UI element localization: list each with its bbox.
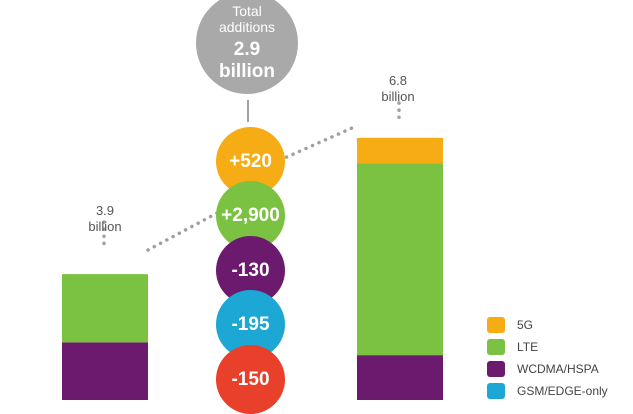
legend-item-lte: LTE — [487, 336, 608, 358]
total-additions-circle: Total additions 2.9 billion — [196, 0, 298, 94]
legend-item-gsm: GSM/EDGE-only — [487, 380, 608, 402]
bar-2-segment-lte — [357, 163, 443, 356]
legend: 5G LTE WCDMA/HSPA GSM/EDGE-only — [487, 314, 608, 402]
legend-swatch-wcdma — [487, 361, 505, 377]
change-label-wcdma: -130 — [231, 259, 270, 281]
bar-1-top-cap — [62, 274, 148, 283]
total-additions-line2: additions — [218, 19, 276, 35]
legend-label-5g: 5G — [517, 318, 534, 332]
legend-swatch-lte — [487, 339, 505, 355]
bars — [62, 137, 443, 400]
bar-2-top-cap — [357, 137, 443, 146]
bar-2-segment-wcdma-hspa — [357, 355, 443, 400]
total-additions-line1: Total — [232, 3, 262, 19]
change-circle-other: -150 — [216, 345, 285, 414]
legend-item-wcdma: WCDMA/HSPA — [487, 358, 608, 380]
connector-left — [146, 210, 221, 252]
total-additions-unit: billion — [219, 61, 275, 82]
connector-right — [278, 126, 354, 162]
change-label-5g: +520 — [229, 150, 272, 172]
change-label-other: -150 — [231, 368, 270, 390]
legend-item-5g: 5G — [487, 314, 608, 336]
bar-value-forecast: 6.8 — [388, 73, 408, 88]
connectors — [102, 100, 401, 252]
change-label-gsm: -195 — [231, 313, 270, 335]
bar-value-current: 3.9 — [95, 203, 115, 218]
bar-1-segment-wcdma-hspa — [62, 342, 148, 400]
change-label-lte: +2,900 — [221, 204, 280, 226]
bar-1-segment-lte — [62, 274, 148, 343]
legend-label-gsm: GSM/EDGE-only — [517, 384, 608, 398]
legend-swatch-gsm — [487, 383, 505, 399]
legend-swatch-5g — [487, 317, 505, 333]
bar-label-current: 3.9 billion — [60, 203, 150, 235]
legend-label-lte: LTE — [517, 340, 539, 354]
legend-label-wcdma: WCDMA/HSPA — [517, 362, 599, 376]
total-additions-value: 2.9 — [233, 39, 261, 60]
bar-unit-forecast: billion — [381, 89, 415, 104]
bar-unit-current: billion — [88, 219, 122, 234]
bar-label-forecast: 6.8 billion — [353, 73, 443, 105]
chart-canvas — [62, 100, 443, 400]
